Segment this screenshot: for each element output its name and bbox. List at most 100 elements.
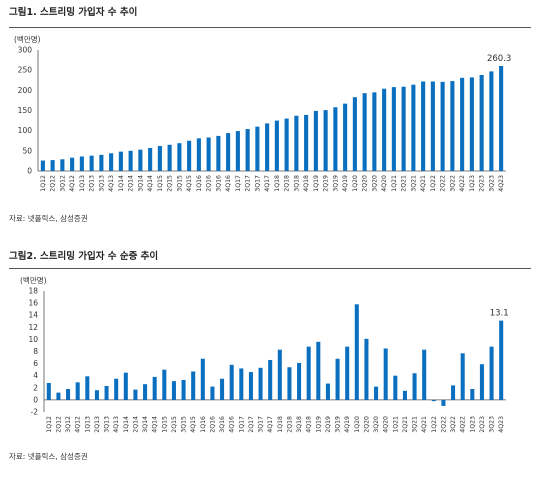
x-tick-label: 4Q14 [147,175,154,192]
x-tick-label: 1Q18 [277,416,284,433]
x-tick-label: 3Q12 [59,175,66,192]
bar [421,81,426,171]
x-tick-label: 4Q20 [383,416,390,433]
x-tick-label: 2Q22 [440,416,447,433]
bar [372,92,377,171]
figure2-title: 그림2. 스트리밍 가입자 수 순증 추이 [9,251,159,262]
x-tick-label: 1Q22 [430,175,437,192]
bar [431,399,436,402]
bar [216,135,221,171]
bar [440,81,445,171]
x-tick-label: 3Q16 [215,175,222,192]
bar [374,386,379,400]
x-tick-label: 4Q22 [460,416,467,433]
x-tick-label: 4Q15 [190,416,197,433]
bar [187,140,192,171]
y-tick-label: 6 [33,359,38,368]
x-tick-label: 3Q12 [65,416,72,433]
figure2-title-rule [9,268,531,269]
bar [60,159,65,171]
x-tick-label: 2Q16 [209,416,216,433]
x-tick-label: 3Q15 [181,416,188,433]
bar [479,364,484,400]
x-tick-label: 4Q23 [498,175,505,192]
x-tick-label: 2Q22 [440,175,447,192]
bar [489,346,494,400]
x-tick-label: 2Q12 [55,416,62,433]
bar [133,389,138,400]
x-tick-label: 2Q20 [363,416,370,433]
x-tick-label: 4Q22 [459,175,466,192]
x-tick-label: 4Q18 [306,416,313,433]
x-tick-label: 2Q13 [89,175,96,192]
x-tick-label: 4Q16 [225,175,232,192]
x-tick-label: 4Q17 [267,416,274,433]
x-tick-label: 1Q13 [84,416,91,433]
x-tick-label: 1Q23 [469,175,476,192]
bar [143,384,148,400]
x-tick-label: 1Q16 [200,416,207,433]
x-tick-label: 4Q13 [108,175,115,192]
bar [206,137,211,171]
bar [393,375,398,400]
x-tick-label: 1Q14 [123,416,130,433]
bar [304,114,309,171]
y-tick-label: 50 [22,146,32,155]
bar [489,71,494,171]
x-tick-label: 3Q21 [410,175,417,192]
bar [277,349,282,400]
bar [333,107,338,171]
x-tick-label: 1Q14 [118,175,125,192]
x-tick-label: 1Q21 [392,416,399,433]
y-tick-label: 2 [33,383,38,392]
x-tick-label: 3Q22 [450,416,457,433]
y-tick-label: 100 [18,126,33,135]
x-tick-label: 1Q17 [238,416,245,433]
bar [94,390,99,400]
x-tick-label: 4Q19 [344,416,351,433]
x-tick-label: 4Q23 [498,416,505,433]
x-tick-label: 1Q12 [46,416,53,433]
x-tick-label: 1Q17 [235,175,242,192]
bar [325,383,330,400]
bar [323,110,328,171]
figure2-source: 자료: 넷플릭스, 삼성증권 [9,452,88,461]
bar [181,379,186,400]
x-tick-label: 2Q18 [284,175,291,192]
x-tick-label: 1Q15 [157,175,164,192]
x-tick-label: 3Q20 [373,416,380,433]
y-tick-label: 18 [28,287,38,296]
x-tick-label: 3Q17 [254,175,261,192]
x-tick-label: 2Q19 [325,416,332,433]
bar [220,378,225,400]
bar [157,145,162,171]
bar [450,81,455,171]
unit-label: (백만명) [20,275,47,285]
bar [274,120,279,171]
bar [343,103,348,171]
data-label: 13.1 [490,309,509,319]
x-tick-label: 2Q17 [245,175,252,192]
bar [412,373,417,400]
x-tick-label: 3Q14 [137,175,144,192]
bar [422,349,427,400]
bar [382,88,387,171]
x-tick-label: 2Q13 [94,416,101,433]
x-tick-label: 2Q14 [128,175,135,192]
x-tick-label: 1Q19 [315,416,322,433]
bar [66,389,71,400]
y-tick-label: 8 [33,347,38,356]
bar [354,304,359,400]
bar [430,81,435,171]
bar [104,385,109,400]
x-tick-label: 3Q13 [98,175,105,192]
x-tick-label: 2Q21 [402,416,409,433]
bar [40,160,45,171]
bar [167,144,172,171]
x-tick-label: 2Q16 [206,175,213,192]
bar [200,358,205,400]
bar [335,358,340,400]
y-tick-label: 200 [18,86,33,95]
